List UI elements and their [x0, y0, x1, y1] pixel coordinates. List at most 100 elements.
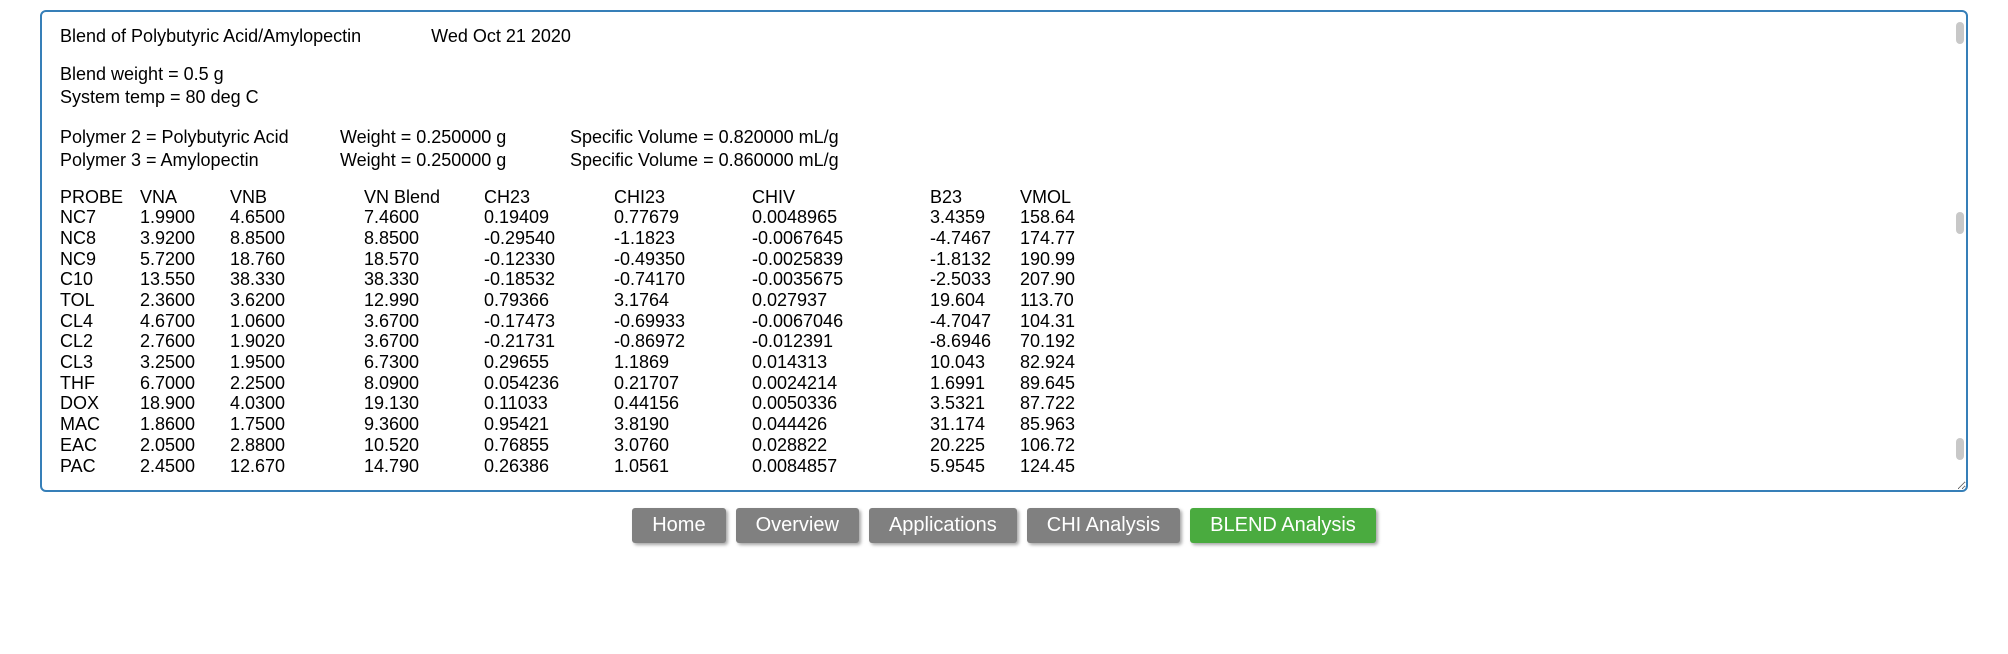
nav-blend-analysis-button[interactable]: BLEND Analysis	[1190, 508, 1376, 543]
table-cell: 3.2500	[140, 352, 230, 373]
meta-block: Blend weight = 0.5 g System temp = 80 de…	[60, 63, 1948, 110]
table-header-row: PROBEVNAVNBVN BlendCH23CHI23CHIVB23VMOL	[60, 187, 1120, 208]
table-cell: -0.49350	[590, 249, 720, 270]
table-cell: 1.9900	[140, 207, 230, 228]
table-cell: 2.0500	[140, 435, 230, 456]
table-cell: PAC	[60, 456, 140, 477]
table-cell: THF	[60, 373, 140, 394]
nav-home-button[interactable]: Home	[632, 508, 725, 543]
table-cell: 0.0048965	[720, 207, 890, 228]
table-cell: NC9	[60, 249, 140, 270]
col-vnb: VNB	[230, 187, 340, 208]
polymer2-weight: Weight = 0.250000 g	[340, 126, 570, 149]
nav-overview-button[interactable]: Overview	[736, 508, 859, 543]
nav-chi-analysis-button[interactable]: CHI Analysis	[1027, 508, 1180, 543]
table-cell: 12.990	[340, 290, 460, 311]
col-vn-blend: VN Blend	[340, 187, 460, 208]
table-cell: 82.924	[1020, 352, 1120, 373]
table-cell: 3.1764	[590, 290, 720, 311]
col-ch23: CH23	[460, 187, 590, 208]
table-cell: -1.1823	[590, 228, 720, 249]
table-cell: 8.0900	[340, 373, 460, 394]
col-b23: B23	[890, 187, 1020, 208]
table-cell: 0.95421	[460, 414, 590, 435]
table-cell: -0.86972	[590, 331, 720, 352]
table-cell: 4.6700	[140, 311, 230, 332]
table-cell: -0.0067046	[720, 311, 890, 332]
table-cell: 2.4500	[140, 456, 230, 477]
table-cell: 0.29655	[460, 352, 590, 373]
table-cell: 3.6700	[340, 311, 460, 332]
polymer2-specvol: Specific Volume = 0.820000 mL/g	[570, 126, 890, 149]
table-cell: 3.9200	[140, 228, 230, 249]
polymer2-name: Polymer 2 = Polybutyric Acid	[60, 126, 340, 149]
table-cell: 85.963	[1020, 414, 1120, 435]
col-vmol: VMOL	[1020, 187, 1120, 208]
table-cell: -0.18532	[460, 269, 590, 290]
table-row: CL33.25001.95006.73000.296551.18690.0143…	[60, 352, 1120, 373]
table-cell: TOL	[60, 290, 140, 311]
table-cell: 106.72	[1020, 435, 1120, 456]
table-cell: 3.6700	[340, 331, 460, 352]
table-cell: 19.604	[890, 290, 1020, 311]
table-cell: 1.1869	[590, 352, 720, 373]
table-cell: -0.0067645	[720, 228, 890, 249]
table-cell: -0.12330	[460, 249, 590, 270]
table-cell: 7.4600	[340, 207, 460, 228]
table-cell: 8.8500	[340, 228, 460, 249]
table-cell: 0.77679	[590, 207, 720, 228]
table-cell: 3.6200	[230, 290, 340, 311]
col-probe: PROBE	[60, 187, 140, 208]
table-cell: 113.70	[1020, 290, 1120, 311]
table-cell: 0.054236	[460, 373, 590, 394]
table-row: DOX18.9004.030019.1300.110330.441560.005…	[60, 393, 1120, 414]
table-cell: 4.6500	[230, 207, 340, 228]
table-cell: 2.8800	[230, 435, 340, 456]
table-cell: 20.225	[890, 435, 1020, 456]
table-cell: MAC	[60, 414, 140, 435]
table-cell: 18.900	[140, 393, 230, 414]
table-cell: -0.012391	[720, 331, 890, 352]
table-row: NC83.92008.85008.8500-0.29540-1.1823-0.0…	[60, 228, 1120, 249]
table-row: EAC2.05002.880010.5200.768553.07600.0288…	[60, 435, 1120, 456]
table-cell: CL3	[60, 352, 140, 373]
table-cell: 0.19409	[460, 207, 590, 228]
table-cell: 3.8190	[590, 414, 720, 435]
table-row: NC71.99004.65007.46000.194090.776790.004…	[60, 207, 1120, 228]
table-cell: 0.0084857	[720, 456, 890, 477]
table-cell: 6.7300	[340, 352, 460, 373]
table-cell: 8.8500	[230, 228, 340, 249]
table-cell: EAC	[60, 435, 140, 456]
table-cell: -2.5033	[890, 269, 1020, 290]
table-cell: DOX	[60, 393, 140, 414]
table-cell: 1.9020	[230, 331, 340, 352]
polymer3-name: Polymer 3 = Amylopectin	[60, 149, 340, 172]
system-temp: System temp = 80 deg C	[60, 86, 1948, 109]
table-cell: -4.7467	[890, 228, 1020, 249]
table-cell: NC8	[60, 228, 140, 249]
table-cell: 3.5321	[890, 393, 1020, 414]
table-cell: 38.330	[230, 269, 340, 290]
table-cell: -0.29540	[460, 228, 590, 249]
table-cell: 0.027937	[720, 290, 890, 311]
header-row: Blend of Polybutyric Acid/Amylopectin We…	[60, 26, 1948, 47]
table-cell: -0.21731	[460, 331, 590, 352]
table-row: C1013.55038.33038.330-0.18532-0.74170-0.…	[60, 269, 1120, 290]
table-cell: 0.11033	[460, 393, 590, 414]
polymer-block: Polymer 2 = Polybutyric Acid Weight = 0.…	[60, 126, 1948, 173]
table-row: PAC2.450012.67014.7900.263861.05610.0084…	[60, 456, 1120, 477]
table-row: CL22.76001.90203.6700-0.21731-0.86972-0.…	[60, 331, 1120, 352]
table-cell: 0.44156	[590, 393, 720, 414]
table-cell: 0.79366	[460, 290, 590, 311]
table-cell: 2.3600	[140, 290, 230, 311]
blend-title: Blend of Polybutyric Acid/Amylopectin	[60, 26, 361, 47]
table-cell: 3.4359	[890, 207, 1020, 228]
table-cell: 0.014313	[720, 352, 890, 373]
table-row: NC95.720018.76018.570-0.12330-0.49350-0.…	[60, 249, 1120, 270]
nav-applications-button[interactable]: Applications	[869, 508, 1017, 543]
table-cell: 158.64	[1020, 207, 1120, 228]
table-cell: -4.7047	[890, 311, 1020, 332]
table-cell: 0.028822	[720, 435, 890, 456]
table-cell: 190.99	[1020, 249, 1120, 270]
col-vna: VNA	[140, 187, 230, 208]
